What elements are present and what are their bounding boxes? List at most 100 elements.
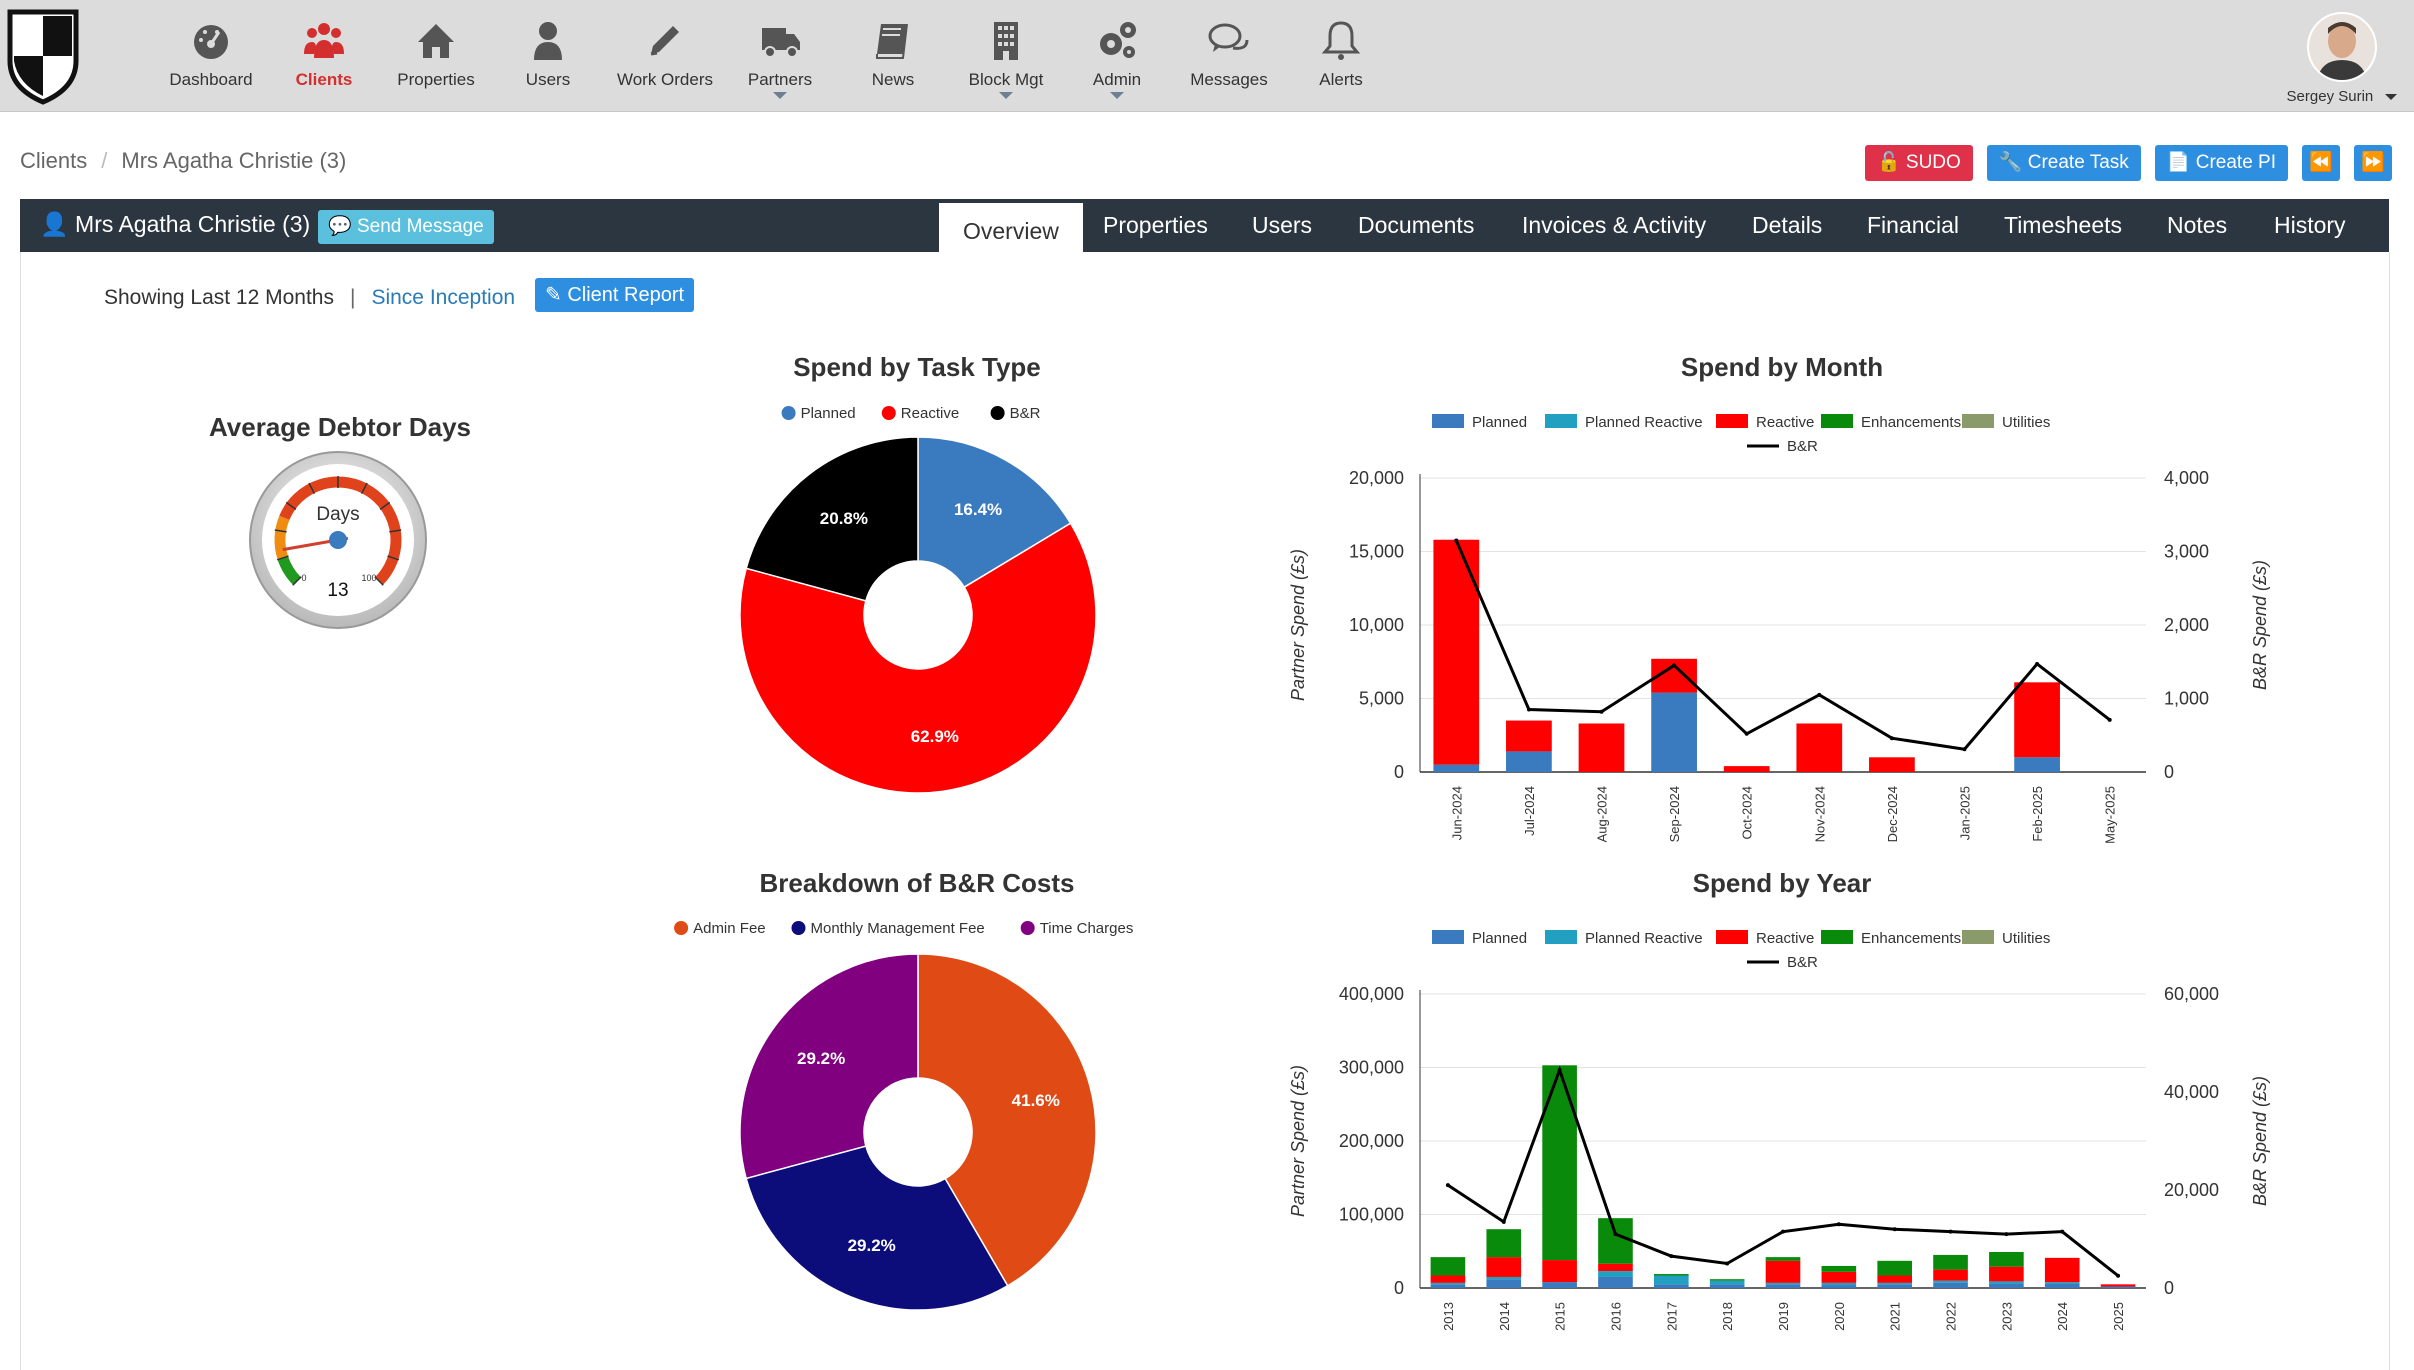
bar-enhancements-2014[interactable] [1486, 1229, 1522, 1258]
nav-item-block-mgt[interactable]: Block Mgt [950, 18, 1062, 99]
bar-planned-reactive-2023[interactable] [1989, 1281, 2024, 1284]
legend-label-enhancements[interactable]: Enhancements [1861, 930, 1961, 947]
bar-reactive-2021[interactable] [1877, 1275, 1913, 1283]
bar-planned-reactive-2021[interactable] [1877, 1282, 1913, 1285]
legend-label-planned[interactable]: Planned [801, 405, 856, 422]
legend-label-reactive[interactable]: Reactive [1756, 930, 1814, 947]
nav-item-admin[interactable]: Admin [1061, 18, 1173, 99]
legend-label-planned-reactive[interactable]: Planned Reactive [1585, 930, 1703, 947]
bar-enhancements-2019[interactable] [1765, 1257, 1801, 1261]
bar-reactive-2023[interactable] [1989, 1266, 2024, 1282]
tab-documents[interactable]: Documents [1358, 212, 1475, 238]
bar-reactive-2024[interactable] [2044, 1257, 2080, 1283]
b-r-point-oct-2024[interactable] [1744, 731, 1749, 736]
bar-reactive-2020[interactable] [1821, 1271, 1857, 1283]
pie-slice-reactive[interactable] [739, 522, 1097, 794]
nav-item-properties[interactable]: Properties [380, 18, 492, 90]
bar-reactive-2014[interactable] [1486, 1257, 1522, 1277]
legend-label-utilities[interactable]: Utilities [2002, 414, 2050, 431]
user-menu[interactable]: Sergey Surin [2282, 12, 2402, 105]
bar-planned-sep-2024[interactable] [1651, 692, 1697, 772]
bar-enhancements-2022[interactable] [1933, 1254, 1968, 1270]
legend-label-reactive[interactable]: Reactive [1756, 414, 1814, 431]
bar-planned-reactive-2014[interactable] [1486, 1276, 1522, 1280]
b-r-point-jun-2024[interactable] [1454, 538, 1459, 543]
legend-label-time-charges[interactable]: Time Charges [1040, 920, 1134, 937]
nav-item-clients[interactable]: Clients [268, 18, 380, 90]
next-client-button[interactable]: ⏩ [2354, 145, 2392, 181]
bar-planned-2021[interactable] [1877, 1284, 1913, 1288]
legend-label-planned[interactable]: Planned [1472, 930, 1527, 947]
bar-enhancements-2023[interactable] [1989, 1251, 2024, 1267]
bar-reactive-2025[interactable] [2100, 1284, 2136, 1287]
breadcrumb-clients-link[interactable]: Clients [20, 148, 88, 173]
b-r-point-2020[interactable] [1836, 1222, 1841, 1227]
legend-label-enhancements[interactable]: Enhancements [1861, 414, 1961, 431]
b-r-point-nov-2024[interactable] [1817, 692, 1822, 697]
bar-reactive-2022[interactable] [1933, 1269, 1968, 1281]
pie-slice-b-r[interactable] [745, 436, 919, 602]
shield-logo-icon[interactable] [4, 6, 82, 106]
sudo-button[interactable]: 🔓 SUDO [1864, 145, 1973, 181]
nav-item-news[interactable]: News [837, 18, 949, 90]
bar-planned-reactive-2017[interactable] [1653, 1275, 1689, 1285]
since-inception-link[interactable]: Since Inception [371, 286, 516, 309]
bar-reactive-feb-2025[interactable] [2014, 682, 2060, 758]
b-r-point-sep-2024[interactable] [1672, 663, 1677, 668]
b-r-point-2023[interactable] [2004, 1232, 2009, 1237]
b-r-point-2024[interactable] [2060, 1229, 2065, 1234]
bar-planned-feb-2025[interactable] [2014, 757, 2060, 772]
nav-item-messages[interactable]: Messages [1173, 18, 1285, 90]
bar-enhancements-2015[interactable] [1542, 1065, 1577, 1261]
legend-label-planned-reactive[interactable]: Planned Reactive [1585, 414, 1703, 431]
tab-details[interactable]: Details [1752, 212, 1823, 238]
previous-client-button[interactable]: ⏪ [2302, 145, 2340, 181]
bar-reactive-aug-2024[interactable] [1578, 723, 1625, 772]
bar-planned-2015[interactable] [1542, 1282, 1577, 1288]
nav-item-dashboard[interactable]: Dashboard [155, 18, 267, 90]
bar-reactive-oct-2024[interactable] [1723, 766, 1770, 772]
bar-planned-reactive-2022[interactable] [1933, 1280, 1968, 1283]
bar-planned-2024[interactable] [2044, 1283, 2080, 1288]
bar-planned-2014[interactable] [1486, 1279, 1522, 1288]
bar-planned-reactive-2019[interactable] [1765, 1282, 1801, 1285]
bar-reactive-jun-2024[interactable] [1433, 539, 1480, 765]
bar-planned-2023[interactable] [1989, 1283, 2024, 1288]
bar-planned-2019[interactable] [1765, 1284, 1801, 1288]
tab-timesheets[interactable]: Timesheets [2004, 212, 2123, 238]
legend-label-b-r[interactable]: B&R [1787, 954, 1818, 971]
b-r-point-aug-2024[interactable] [1599, 709, 1604, 714]
pie-slice-planned[interactable] [917, 436, 1072, 589]
bar-planned-2018[interactable] [1709, 1284, 1745, 1288]
bar-reactive-nov-2024[interactable] [1796, 723, 1843, 772]
tab-notes[interactable]: Notes [2167, 212, 2228, 238]
tab-properties[interactable]: Properties [1103, 212, 1208, 238]
bar-planned-2020[interactable] [1821, 1285, 1857, 1288]
bar-reactive-2013[interactable] [1430, 1275, 1466, 1283]
create-task-button[interactable]: 🔧 Create Task [1986, 145, 2141, 181]
nav-item-work-orders[interactable]: Work Orders [609, 18, 721, 90]
tab-overview[interactable]: Overview [939, 203, 1083, 254]
bar-enhancements-2021[interactable] [1877, 1260, 1913, 1276]
bar-planned-reactive-2024[interactable] [2044, 1282, 2080, 1284]
series-line-b-r[interactable] [1454, 539, 2111, 751]
legend-label-utilities[interactable]: Utilities [2002, 930, 2050, 947]
bar-enhancements-2017[interactable] [1653, 1274, 1689, 1276]
bar-enhancements-2018[interactable] [1709, 1279, 1745, 1281]
bar-planned-2013[interactable] [1430, 1284, 1466, 1288]
bar-planned-jun-2024[interactable] [1433, 764, 1480, 772]
bar-reactive-2015[interactable] [1542, 1260, 1577, 1283]
bar-planned-reactive-2013[interactable] [1430, 1282, 1466, 1285]
b-r-point-2014[interactable] [1501, 1219, 1506, 1224]
legend-label-admin-fee[interactable]: Admin Fee [693, 920, 766, 937]
b-r-point-jul-2024[interactable] [1526, 707, 1531, 712]
b-r-point-2013[interactable] [1445, 1183, 1450, 1188]
bar-planned-reactive-2020[interactable] [1821, 1282, 1857, 1286]
tab-history[interactable]: History [2274, 212, 2346, 238]
tab-users[interactable]: Users [1252, 212, 1313, 238]
b-r-point-jan-2025[interactable] [1962, 747, 1967, 752]
b-r-point-2016[interactable] [1613, 1232, 1618, 1237]
chevron-down-icon[interactable] [2385, 94, 2398, 101]
pie-slice-admin-fee[interactable] [917, 953, 1097, 1287]
b-r-point-2015[interactable] [1557, 1067, 1562, 1072]
